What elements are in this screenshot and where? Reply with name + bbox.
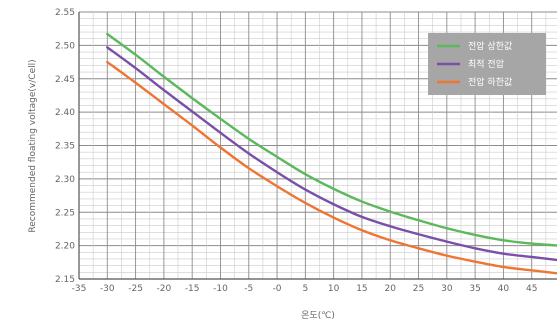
y-tick-label: 2.55 (55, 8, 75, 18)
y-tick-label: 2.30 (55, 175, 75, 185)
y-tick-label: 2.45 (55, 75, 75, 85)
x-tick-label: -0 (273, 284, 282, 294)
y-tick-label: 2.35 (55, 142, 75, 152)
x-tick-label: -35 (72, 284, 87, 294)
x-tick-label: -15 (185, 284, 200, 294)
x-tick-label: 25 (413, 284, 424, 294)
series-line-2 (106, 46, 557, 262)
legend-label: 전압 하한값 (468, 76, 512, 88)
x-tick-label: 20 (385, 284, 397, 294)
x-tick-label: 10 (328, 284, 340, 294)
y-tick-label: 2.40 (55, 108, 75, 118)
x-tick-label: 45 (526, 284, 537, 294)
x-tick-label: -25 (128, 284, 143, 294)
series-line-3 (106, 60, 557, 275)
y-tick-label: 2.50 (55, 41, 75, 51)
y-tick-label: 2.25 (55, 208, 75, 218)
x-tick-label: -30 (100, 284, 115, 294)
x-axis-title: 온도(℃) (301, 310, 335, 321)
x-tick-label: -10 (213, 284, 228, 294)
y-axis-ticks: 2.55 2.50 2.45 2.40 2.35 2.30 2.25 2.20 2.15 (55, 8, 75, 285)
series-line-1 (106, 32, 557, 247)
x-tick-label: 40 (498, 284, 510, 294)
x-tick-label: 35 (469, 284, 480, 294)
grid (78, 11, 557, 280)
x-tick-label: 5 (302, 284, 308, 294)
x-axis-ticks: -35 -30 -25 -20 -15 -10 -5 -0 5 10 15 20 25 30 35 40 45 (72, 284, 538, 294)
x-tick-label: 15 (356, 284, 367, 294)
y-tick-label: 2.15 (55, 275, 75, 285)
y-tick-label: 2.20 (55, 242, 75, 252)
series-lines (106, 32, 557, 275)
x-tick-label: -5 (244, 284, 253, 294)
y-axis-title: Recommended floating voltage(v/Cell) (28, 59, 38, 232)
legend-label: 전압 상한값 (468, 40, 512, 52)
x-tick-label: -20 (157, 284, 172, 294)
legend-label: 최적 전압 (468, 58, 504, 70)
x-tick-label: 30 (441, 284, 453, 294)
